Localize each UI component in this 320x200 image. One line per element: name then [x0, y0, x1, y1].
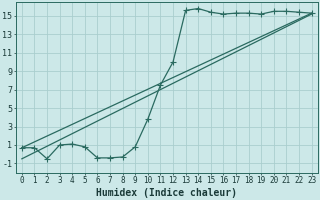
X-axis label: Humidex (Indice chaleur): Humidex (Indice chaleur) — [96, 188, 237, 198]
